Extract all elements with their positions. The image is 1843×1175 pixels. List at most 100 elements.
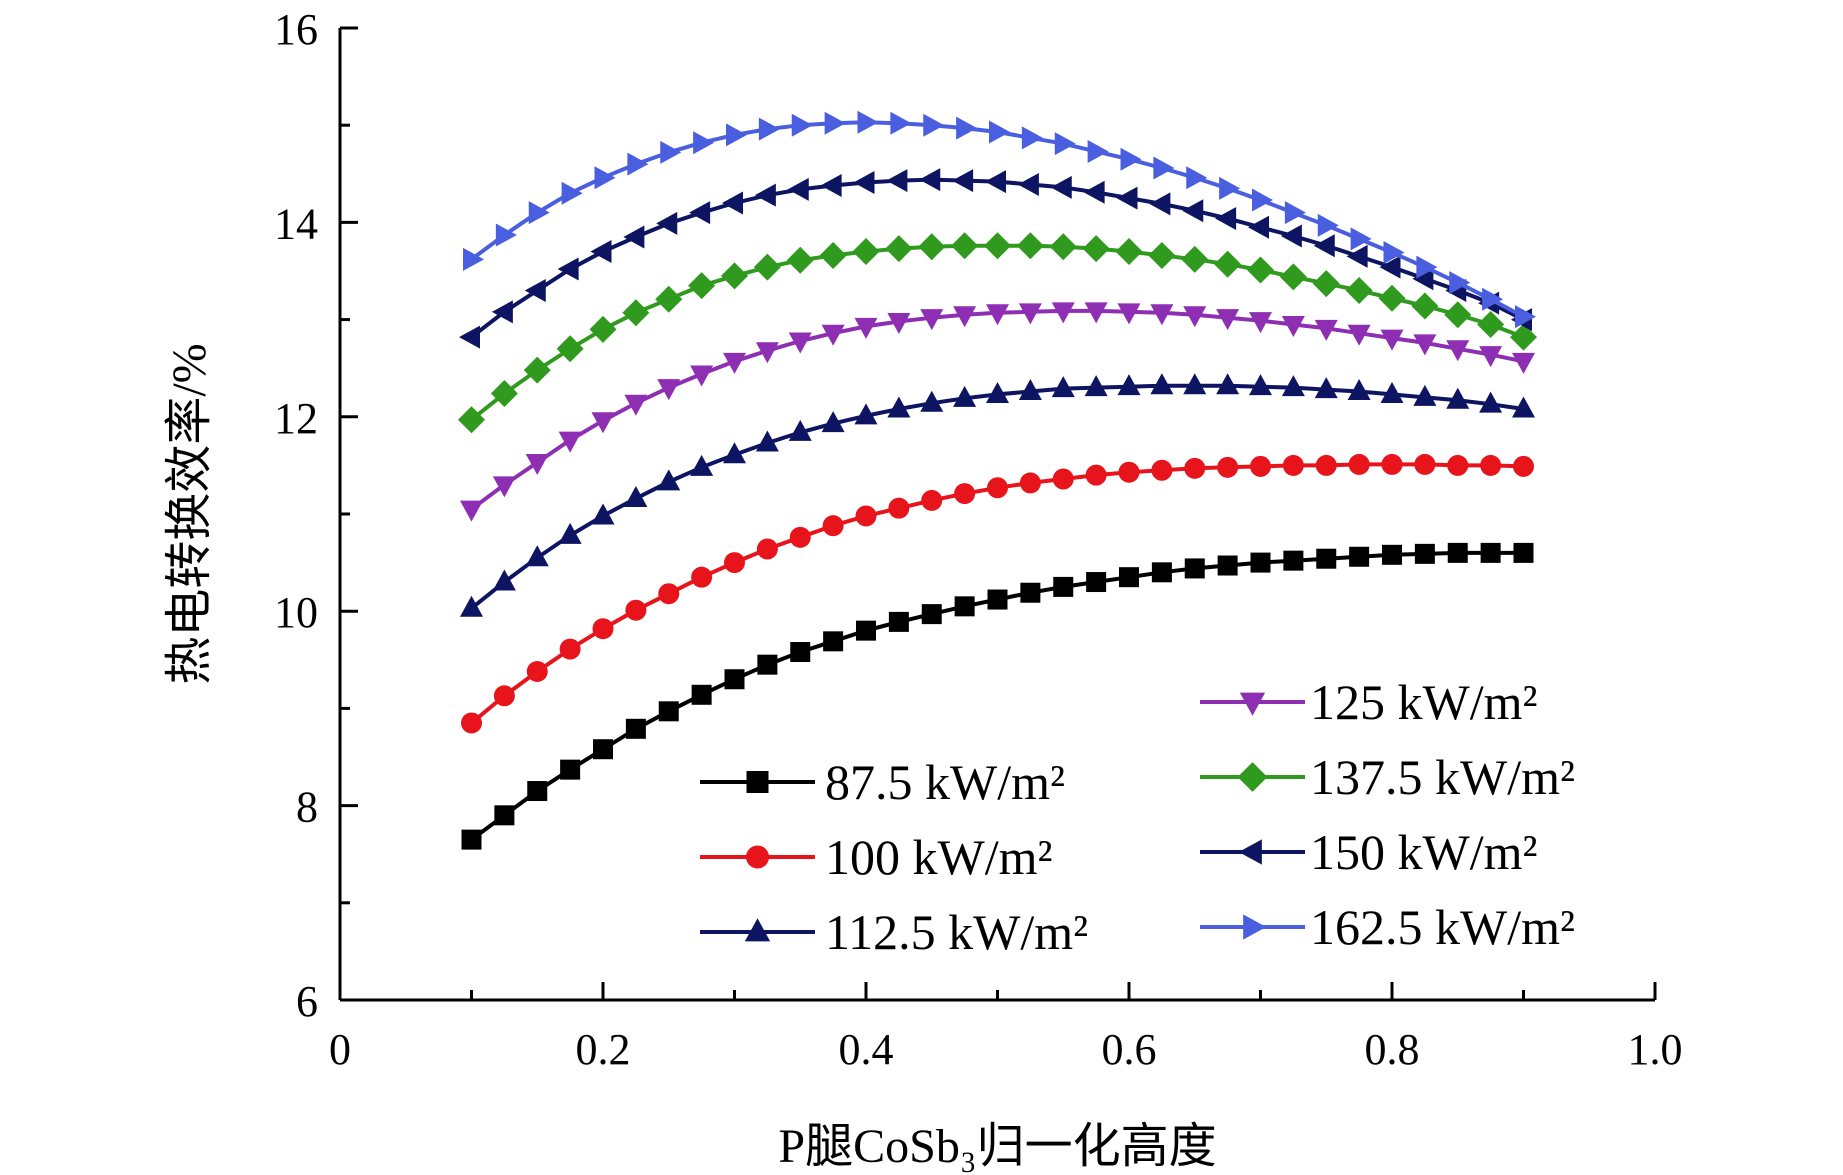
data-point	[888, 497, 910, 519]
data-point	[1380, 381, 1404, 403]
data-point	[591, 503, 615, 525]
data-point	[591, 412, 615, 434]
data-point	[1183, 373, 1207, 395]
data-point	[1479, 391, 1503, 413]
legend-label: 162.5 kW/m²	[1310, 899, 1575, 955]
data-point	[458, 406, 485, 434]
data-point	[819, 241, 847, 269]
data-point	[1378, 284, 1406, 312]
data-point	[1411, 292, 1439, 320]
data-point	[491, 300, 513, 324]
data-point	[788, 332, 812, 354]
data-point	[1345, 276, 1373, 304]
data-point	[722, 191, 743, 215]
data-point	[1349, 546, 1370, 567]
data-point	[823, 631, 844, 652]
data-point	[1217, 456, 1239, 478]
data-point	[755, 430, 779, 452]
data-point	[624, 394, 648, 416]
data-point	[690, 365, 714, 387]
data-point	[1513, 542, 1534, 563]
data-point	[1480, 542, 1501, 563]
data-point	[527, 781, 548, 802]
data-point	[1314, 319, 1338, 341]
data-point	[593, 739, 613, 760]
legend-marker	[1239, 692, 1266, 716]
data-point	[854, 317, 878, 339]
data-point	[721, 262, 748, 290]
data-point	[920, 309, 944, 331]
y-tick-label: 6	[296, 977, 318, 1026]
data-point	[1416, 255, 1438, 279]
data-point	[627, 152, 649, 176]
legend-item: 150 kW/m²	[1200, 824, 1537, 880]
data-point	[1383, 241, 1405, 265]
x-tick-label: 0.6	[1102, 1025, 1157, 1074]
x-tick-label: 0.2	[576, 1025, 631, 1074]
data-point	[1119, 567, 1139, 588]
legend-marker	[1237, 762, 1268, 792]
data-point	[754, 183, 776, 207]
data-point	[1016, 232, 1044, 260]
data-point	[658, 701, 679, 722]
series-7	[463, 110, 1536, 329]
x-tick-label: 0	[329, 1025, 351, 1074]
data-point	[1444, 301, 1472, 329]
data-point	[1314, 377, 1338, 399]
data-point	[463, 247, 484, 271]
data-point	[1413, 384, 1437, 406]
data-point	[921, 489, 943, 511]
data-point	[822, 515, 844, 537]
data-point	[1217, 555, 1238, 576]
data-point	[989, 120, 1010, 144]
data-point	[952, 169, 974, 193]
data-point	[495, 223, 517, 247]
data-point	[887, 313, 911, 335]
data-point	[1150, 304, 1174, 326]
data-point	[460, 500, 483, 522]
data-point	[885, 235, 913, 263]
data-point	[1348, 453, 1370, 475]
data-point	[923, 113, 945, 137]
data-point	[1380, 329, 1404, 351]
data-point	[658, 583, 680, 605]
data-point	[625, 718, 646, 739]
data-point	[1021, 126, 1043, 150]
data-point	[660, 140, 682, 164]
x-axis-label: P腿CoSb₃归一化高度	[778, 1120, 1216, 1173]
data-point	[1216, 373, 1240, 395]
data-point	[1017, 172, 1039, 196]
data-point	[461, 829, 482, 850]
data-point	[1346, 244, 1368, 268]
data-point	[890, 111, 912, 135]
data-point	[1216, 309, 1240, 331]
legend-marker	[744, 918, 771, 942]
data-point	[1313, 234, 1335, 258]
data-point	[953, 306, 977, 328]
data-point	[1284, 201, 1306, 225]
data-point	[1183, 306, 1207, 328]
data-point	[622, 299, 650, 327]
data-point	[855, 505, 877, 527]
data-point	[1249, 374, 1272, 396]
series-5	[458, 232, 1537, 434]
data-point	[1118, 461, 1140, 483]
series-1	[461, 542, 1534, 850]
series-4	[460, 302, 1535, 522]
legend-marker	[1238, 839, 1262, 865]
axes	[338, 26, 1657, 1002]
data-point	[1381, 453, 1403, 475]
data-point	[821, 411, 845, 433]
data-point	[1413, 334, 1437, 356]
x-tick-label: 0.8	[1365, 1025, 1420, 1074]
legend-item: 112.5 kW/m²	[700, 904, 1088, 960]
data-point	[1281, 375, 1305, 397]
series-6	[459, 168, 1532, 349]
data-point	[1084, 302, 1108, 324]
data-point	[790, 642, 811, 663]
data-point	[820, 173, 842, 197]
data-point	[1214, 250, 1242, 278]
data-point	[1018, 303, 1042, 325]
data-point	[528, 201, 550, 225]
legend-item: 100 kW/m²	[700, 829, 1052, 885]
